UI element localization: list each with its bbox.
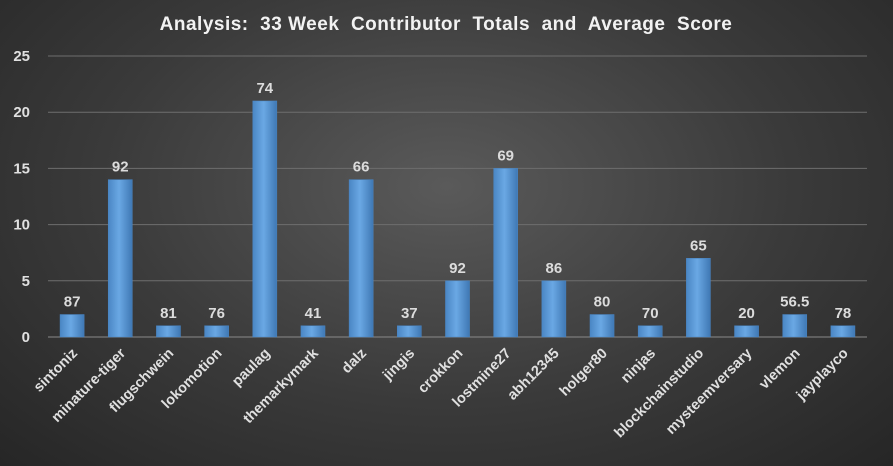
y-tick-label: 15 xyxy=(13,160,30,177)
bar-flugschwein xyxy=(156,325,181,338)
bar-sintoniz xyxy=(59,314,85,338)
y-tick-label: 5 xyxy=(22,273,30,290)
bar-holger80 xyxy=(589,314,615,338)
category-label-ninjas: ninjas xyxy=(618,346,659,387)
y-tick-label: 25 xyxy=(13,48,30,65)
category-label-mysteemversary: mysteemversary xyxy=(663,346,755,438)
bar-dalz xyxy=(348,179,374,338)
y-tick-label: 0 xyxy=(22,329,30,346)
y-tick-label: 20 xyxy=(13,104,30,121)
bar-themarkymark xyxy=(300,325,326,338)
category-label-sintoniz: sintoniz xyxy=(31,346,81,396)
data-label-lokomotion: 76 xyxy=(208,305,225,322)
bars xyxy=(59,100,856,338)
bar-blockchainstudio xyxy=(686,258,711,338)
data-label-mysteemversary: 20 xyxy=(738,305,755,322)
bar-abh12345 xyxy=(541,280,567,338)
category-label-vlemon: vlemon xyxy=(756,346,803,393)
data-label-abh12345: 86 xyxy=(546,260,563,277)
data-label-blockchainstudio: 65 xyxy=(690,237,707,254)
data-labels: 87 92 81 76 74 41 66 37 92 69 86 80 70 65 20 56.5 78 xyxy=(64,80,852,322)
bar-paulag xyxy=(252,100,278,338)
data-label-sintoniz: 87 xyxy=(64,294,81,311)
bar-mysteemversary xyxy=(734,325,759,338)
data-label-minature-tiger: 92 xyxy=(112,159,129,176)
bar-jingis xyxy=(397,325,422,338)
chart-title: Analysis: 33 Week Contributor Totals and… xyxy=(160,14,733,35)
category-label-jingis: jingis xyxy=(379,346,418,385)
data-label-jayplayco: 78 xyxy=(835,305,852,322)
category-label-blockchainstudio: blockchainstudio xyxy=(612,345,708,441)
data-label-crokkon: 92 xyxy=(449,260,466,277)
bar-lokomotion xyxy=(204,325,229,338)
bar-jayplayco xyxy=(830,325,856,338)
data-label-ninjas: 70 xyxy=(642,305,659,322)
bar-lostmine27 xyxy=(493,168,518,338)
y-axis-ticks: 0 5 10 15 20 25 xyxy=(13,48,30,346)
category-label-abh12345: abh12345 xyxy=(505,346,563,404)
data-label-dalz: 66 xyxy=(353,159,370,176)
data-label-vlemon: 56.5 xyxy=(780,294,809,311)
data-label-paulag: 74 xyxy=(256,80,273,97)
gridlines xyxy=(48,55,867,338)
data-label-themarkymark: 41 xyxy=(305,305,322,322)
category-label-holger80: holger80 xyxy=(557,346,611,400)
x-axis-categories: sintonizminature-tigerflugschweinlokomot… xyxy=(31,345,852,441)
category-label-jayplayco: jayplayco xyxy=(793,345,852,404)
bar-crokkon xyxy=(445,280,470,338)
data-label-jingis: 37 xyxy=(401,305,418,322)
bar-ninjas xyxy=(637,325,663,338)
category-label-paulag: paulag xyxy=(229,346,273,390)
bar-minature-tiger xyxy=(107,179,133,338)
y-tick-label: 10 xyxy=(13,217,30,234)
data-label-flugschwein: 81 xyxy=(160,305,177,322)
data-label-holger80: 80 xyxy=(594,294,611,311)
bar-vlemon xyxy=(782,314,808,338)
category-label-dalz: dalz xyxy=(339,346,370,377)
data-label-lostmine27: 69 xyxy=(497,147,514,164)
